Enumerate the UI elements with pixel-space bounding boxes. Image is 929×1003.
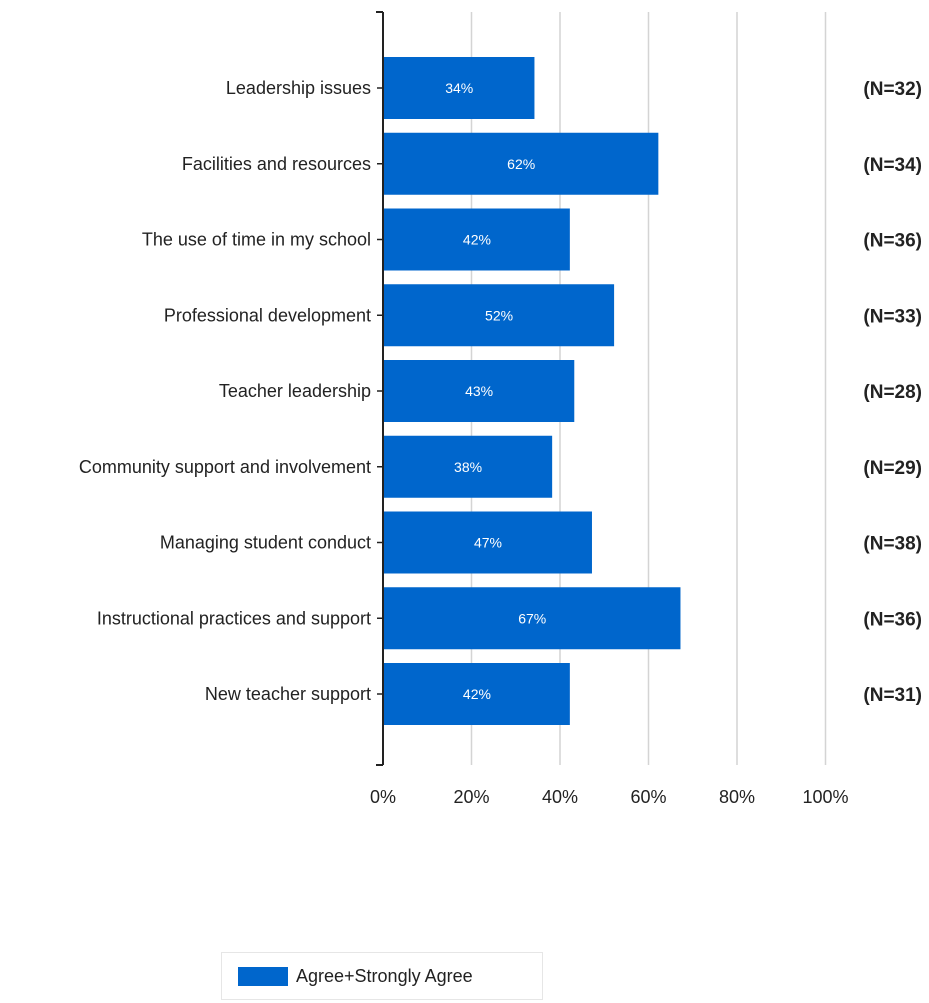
bar-value-label: 38% xyxy=(454,459,482,475)
x-tick-label: 0% xyxy=(370,787,396,807)
category-label: The use of time in my school xyxy=(142,230,371,250)
sample-size-label: (N=38) xyxy=(863,534,922,555)
bar-chart: Leadership issues Facilities and resource… xyxy=(79,11,922,807)
category-label: New teacher support xyxy=(205,684,371,704)
sample-size-labels: (N=32) (N=34) (N=36) (N=33) (N=28) (N=29) (N=3… xyxy=(863,79,922,706)
sample-size-label: (N=32) xyxy=(863,79,922,100)
category-axis xyxy=(376,11,384,766)
x-tick-label: 40% xyxy=(542,787,578,807)
bar xyxy=(384,132,659,195)
x-tick-label: 60% xyxy=(630,787,666,807)
bar-value-label: 47% xyxy=(474,535,502,551)
legend: Agree+Strongly Agree xyxy=(221,952,543,1000)
x-tick-label: 80% xyxy=(719,787,755,807)
x-tick-label: 20% xyxy=(453,787,489,807)
bar xyxy=(384,284,615,347)
x-tick-label: 100% xyxy=(802,787,848,807)
sample-size-label: (N=31) xyxy=(863,685,922,706)
sample-size-label: (N=34) xyxy=(863,155,922,176)
x-axis-tick-labels: 0% 20% 40% 60% 80% 100% xyxy=(370,787,849,807)
category-label: Leadership issues xyxy=(226,78,371,98)
category-label: Community support and involvement xyxy=(79,457,371,477)
bar-value-label: 34% xyxy=(445,80,473,96)
bar-value-label: 67% xyxy=(518,610,546,626)
category-labels: Leadership issues Facilities and resource… xyxy=(79,78,371,704)
bar xyxy=(384,57,535,119)
bar xyxy=(384,435,553,498)
sample-size-label: (N=28) xyxy=(863,382,922,403)
sample-size-label: (N=36) xyxy=(863,231,922,252)
sample-size-label: (N=29) xyxy=(863,458,922,479)
bar xyxy=(384,511,592,574)
bar xyxy=(384,587,681,650)
category-label: Managing student conduct xyxy=(160,533,371,553)
category-label: Instructional practices and support xyxy=(97,608,371,628)
bar-value-label: 52% xyxy=(485,307,513,323)
sample-size-label: (N=36) xyxy=(863,609,922,630)
bar-value-label: 43% xyxy=(465,383,493,399)
bar-value-label: 42% xyxy=(463,232,491,248)
bar-value-labels: 34% 62% 42% 52% 43% 38% 47% 67% 42% xyxy=(445,80,546,702)
category-label: Professional development xyxy=(164,305,371,325)
bar xyxy=(384,208,570,271)
bar-value-label: 62% xyxy=(507,156,535,172)
category-label: Teacher leadership xyxy=(219,381,371,401)
bar-value-label: 42% xyxy=(463,686,491,702)
bar xyxy=(384,360,575,422)
bar xyxy=(384,663,570,725)
legend-swatch xyxy=(238,966,288,986)
category-label: Facilities and resources xyxy=(182,154,371,174)
legend-label: Agree+Strongly Agree xyxy=(296,965,473,986)
bars xyxy=(384,57,681,725)
sample-size-label: (N=33) xyxy=(863,306,922,327)
